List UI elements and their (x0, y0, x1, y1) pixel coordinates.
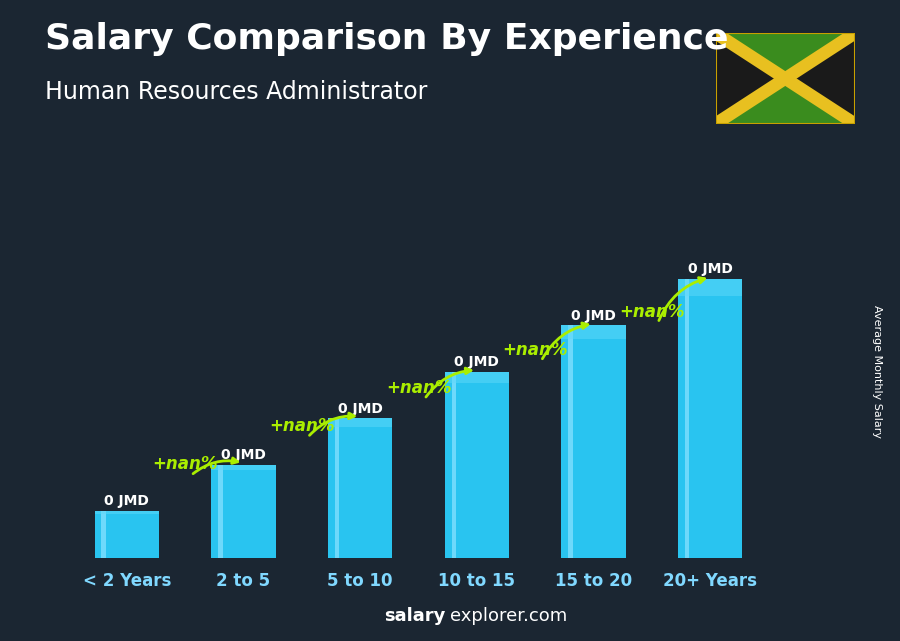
Polygon shape (716, 78, 855, 124)
Bar (328, 419, 392, 558)
Bar (102, 512, 106, 558)
Polygon shape (716, 33, 785, 124)
Text: 0 JMD: 0 JMD (572, 308, 616, 322)
Bar (562, 326, 626, 339)
Text: Salary Comparison By Experience: Salary Comparison By Experience (45, 22, 728, 56)
Bar (562, 326, 626, 558)
Bar (445, 372, 509, 558)
Bar (218, 465, 222, 558)
Bar (679, 279, 742, 558)
Bar (212, 465, 275, 470)
Bar (94, 512, 158, 514)
Text: +nan%: +nan% (502, 341, 568, 359)
Polygon shape (716, 33, 855, 78)
Text: Average Monthly Salary: Average Monthly Salary (872, 305, 883, 438)
Bar (679, 279, 742, 296)
Bar (568, 326, 572, 558)
Text: 0 JMD: 0 JMD (454, 355, 500, 369)
Text: 0 JMD: 0 JMD (338, 401, 382, 415)
Text: +nan%: +nan% (152, 455, 218, 473)
Bar (335, 419, 339, 558)
Text: 0 JMD: 0 JMD (104, 494, 149, 508)
Text: 0 JMD: 0 JMD (221, 448, 266, 462)
Text: explorer.com: explorer.com (450, 607, 567, 625)
Text: +nan%: +nan% (619, 303, 685, 320)
Bar (445, 372, 509, 383)
Text: 0 JMD: 0 JMD (688, 262, 733, 276)
Bar (685, 279, 689, 558)
Bar (328, 419, 392, 427)
Bar (452, 372, 456, 558)
Bar (212, 465, 275, 558)
Text: +nan%: +nan% (386, 379, 451, 397)
Text: salary: salary (384, 607, 446, 625)
Text: +nan%: +nan% (269, 417, 335, 435)
Bar (94, 512, 158, 558)
Text: Human Resources Administrator: Human Resources Administrator (45, 80, 428, 104)
Polygon shape (785, 33, 855, 124)
